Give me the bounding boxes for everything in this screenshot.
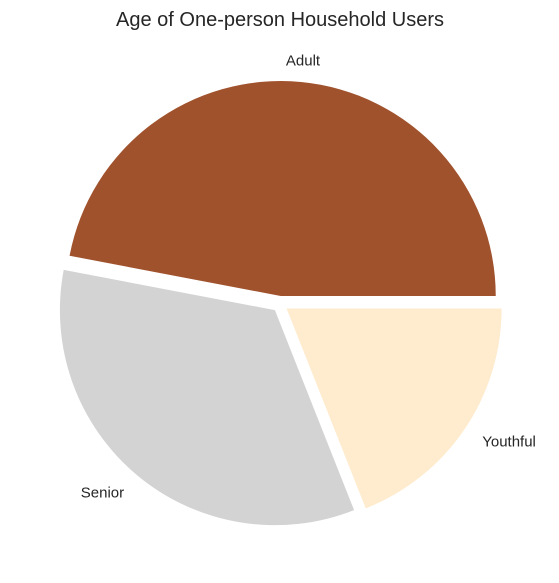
pie-slice-adult bbox=[69, 81, 496, 297]
pie-label-senior: Senior bbox=[81, 484, 124, 501]
pie-label-youthful: Youthful bbox=[482, 433, 536, 450]
pie-slices bbox=[59, 81, 502, 526]
chart-title: Age of One-person Household Users bbox=[116, 9, 444, 31]
pie-label-adult: Adult bbox=[286, 53, 321, 70]
pie-slice-youthful bbox=[286, 308, 502, 509]
pie-labels: Adult Senior Youthful bbox=[81, 53, 536, 502]
pie-slice-senior bbox=[59, 269, 355, 526]
